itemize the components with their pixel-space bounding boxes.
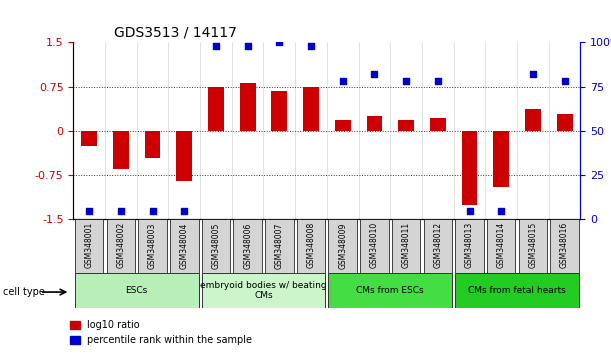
Bar bbox=[525, 109, 541, 131]
Bar bbox=[367, 116, 382, 131]
Bar bbox=[145, 131, 161, 158]
FancyBboxPatch shape bbox=[297, 219, 325, 273]
Point bbox=[496, 208, 506, 213]
Bar bbox=[430, 118, 446, 131]
FancyBboxPatch shape bbox=[75, 273, 199, 308]
Text: GSM348006: GSM348006 bbox=[243, 222, 252, 269]
Text: GSM348011: GSM348011 bbox=[401, 222, 411, 268]
Point bbox=[560, 79, 569, 84]
Text: GSM348002: GSM348002 bbox=[116, 222, 125, 268]
Text: GSM348007: GSM348007 bbox=[275, 222, 284, 269]
FancyBboxPatch shape bbox=[233, 219, 262, 273]
FancyBboxPatch shape bbox=[423, 219, 452, 273]
FancyBboxPatch shape bbox=[329, 219, 357, 273]
Text: CMs from ESCs: CMs from ESCs bbox=[356, 286, 424, 295]
Legend: log10 ratio, percentile rank within the sample: log10 ratio, percentile rank within the … bbox=[66, 316, 256, 349]
Bar bbox=[303, 87, 319, 131]
FancyBboxPatch shape bbox=[106, 219, 135, 273]
Point bbox=[148, 208, 158, 213]
Point bbox=[274, 40, 284, 45]
FancyBboxPatch shape bbox=[551, 219, 579, 273]
Bar bbox=[271, 91, 287, 131]
Bar bbox=[557, 114, 573, 131]
Text: embryoid bodies w/ beating
CMs: embryoid bodies w/ beating CMs bbox=[200, 281, 327, 300]
FancyBboxPatch shape bbox=[455, 273, 579, 308]
Text: GSM348001: GSM348001 bbox=[85, 222, 93, 268]
Text: GSM348008: GSM348008 bbox=[307, 222, 315, 268]
Text: GSM348015: GSM348015 bbox=[529, 222, 538, 268]
FancyBboxPatch shape bbox=[455, 219, 484, 273]
FancyBboxPatch shape bbox=[519, 219, 547, 273]
Bar bbox=[461, 131, 477, 205]
Text: cell type: cell type bbox=[3, 287, 45, 297]
Text: GSM348009: GSM348009 bbox=[338, 222, 347, 269]
FancyBboxPatch shape bbox=[202, 273, 325, 308]
Text: CMs from fetal hearts: CMs from fetal hearts bbox=[468, 286, 566, 295]
Text: GSM348013: GSM348013 bbox=[465, 222, 474, 268]
FancyBboxPatch shape bbox=[329, 273, 452, 308]
Bar bbox=[113, 131, 129, 169]
Text: GDS3513 / 14117: GDS3513 / 14117 bbox=[114, 26, 237, 40]
Bar bbox=[335, 120, 351, 131]
Text: GSM348012: GSM348012 bbox=[433, 222, 442, 268]
Text: GSM348016: GSM348016 bbox=[560, 222, 569, 268]
Point bbox=[464, 208, 474, 213]
Bar bbox=[208, 87, 224, 131]
Bar bbox=[81, 131, 97, 146]
Bar bbox=[240, 82, 255, 131]
FancyBboxPatch shape bbox=[75, 219, 103, 273]
Point bbox=[211, 43, 221, 49]
Point bbox=[180, 208, 189, 213]
FancyBboxPatch shape bbox=[202, 219, 230, 273]
Text: GSM348005: GSM348005 bbox=[211, 222, 221, 269]
Text: GSM348010: GSM348010 bbox=[370, 222, 379, 268]
Text: GSM348003: GSM348003 bbox=[148, 222, 157, 269]
Text: GSM348004: GSM348004 bbox=[180, 222, 189, 269]
Point bbox=[84, 208, 94, 213]
Bar bbox=[177, 131, 192, 181]
Text: ESCs: ESCs bbox=[126, 286, 148, 295]
Point bbox=[306, 43, 316, 49]
Point bbox=[528, 72, 538, 77]
FancyBboxPatch shape bbox=[360, 219, 389, 273]
Text: GSM348014: GSM348014 bbox=[497, 222, 506, 268]
Bar bbox=[398, 120, 414, 131]
Bar bbox=[493, 131, 509, 187]
FancyBboxPatch shape bbox=[487, 219, 516, 273]
FancyBboxPatch shape bbox=[392, 219, 420, 273]
FancyBboxPatch shape bbox=[138, 219, 167, 273]
Point bbox=[243, 43, 252, 49]
Point bbox=[338, 79, 348, 84]
Point bbox=[401, 79, 411, 84]
FancyBboxPatch shape bbox=[265, 219, 294, 273]
Point bbox=[116, 208, 126, 213]
Point bbox=[433, 79, 443, 84]
Point bbox=[370, 72, 379, 77]
FancyBboxPatch shape bbox=[170, 219, 199, 273]
